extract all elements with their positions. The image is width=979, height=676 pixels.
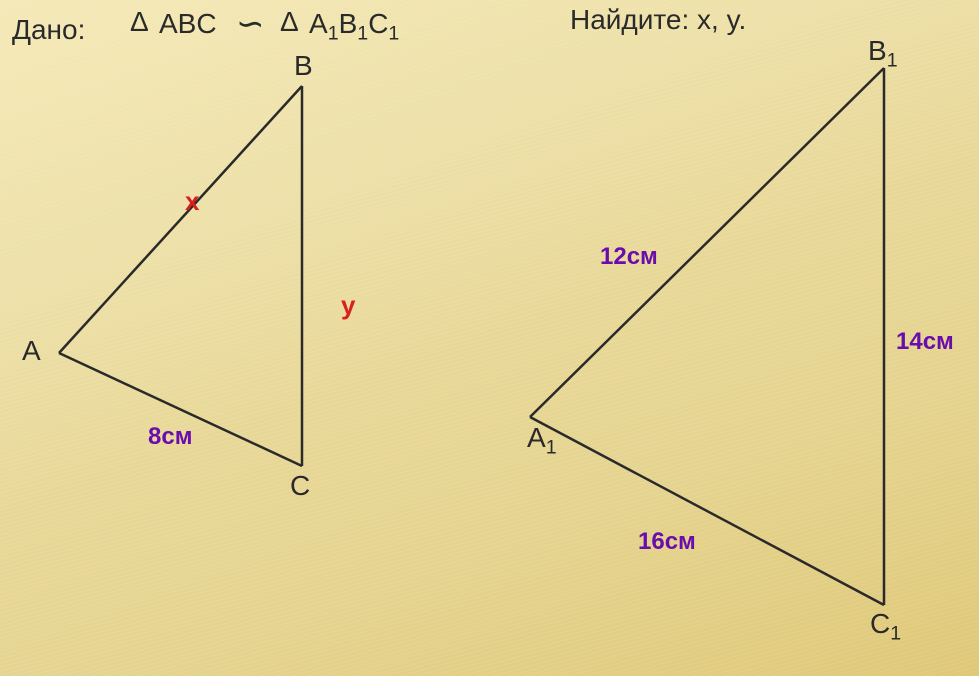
side-12cm: 12см: [600, 243, 658, 271]
line-A1B1: [530, 68, 884, 417]
line-AB: [59, 86, 302, 353]
vertex-A: A: [22, 335, 41, 367]
side-x: x: [185, 186, 199, 217]
side-8cm: 8см: [148, 423, 192, 451]
vertex-C: C: [290, 470, 310, 502]
content-container: Дано: Δ ABC ∽ Δ A1B1C1 Найдите: x, y. A …: [0, 0, 979, 676]
vertex-C1: C1: [870, 608, 901, 646]
vertex-B: B: [294, 50, 313, 82]
side-14cm: 14см: [896, 328, 954, 356]
triangles-svg: [0, 0, 979, 676]
side-16cm: 16см: [638, 528, 696, 556]
vertex-B1: B1: [868, 35, 898, 73]
side-y: y: [341, 290, 355, 321]
line-C1A1: [530, 417, 884, 605]
vertex-A1: A1: [527, 422, 557, 460]
